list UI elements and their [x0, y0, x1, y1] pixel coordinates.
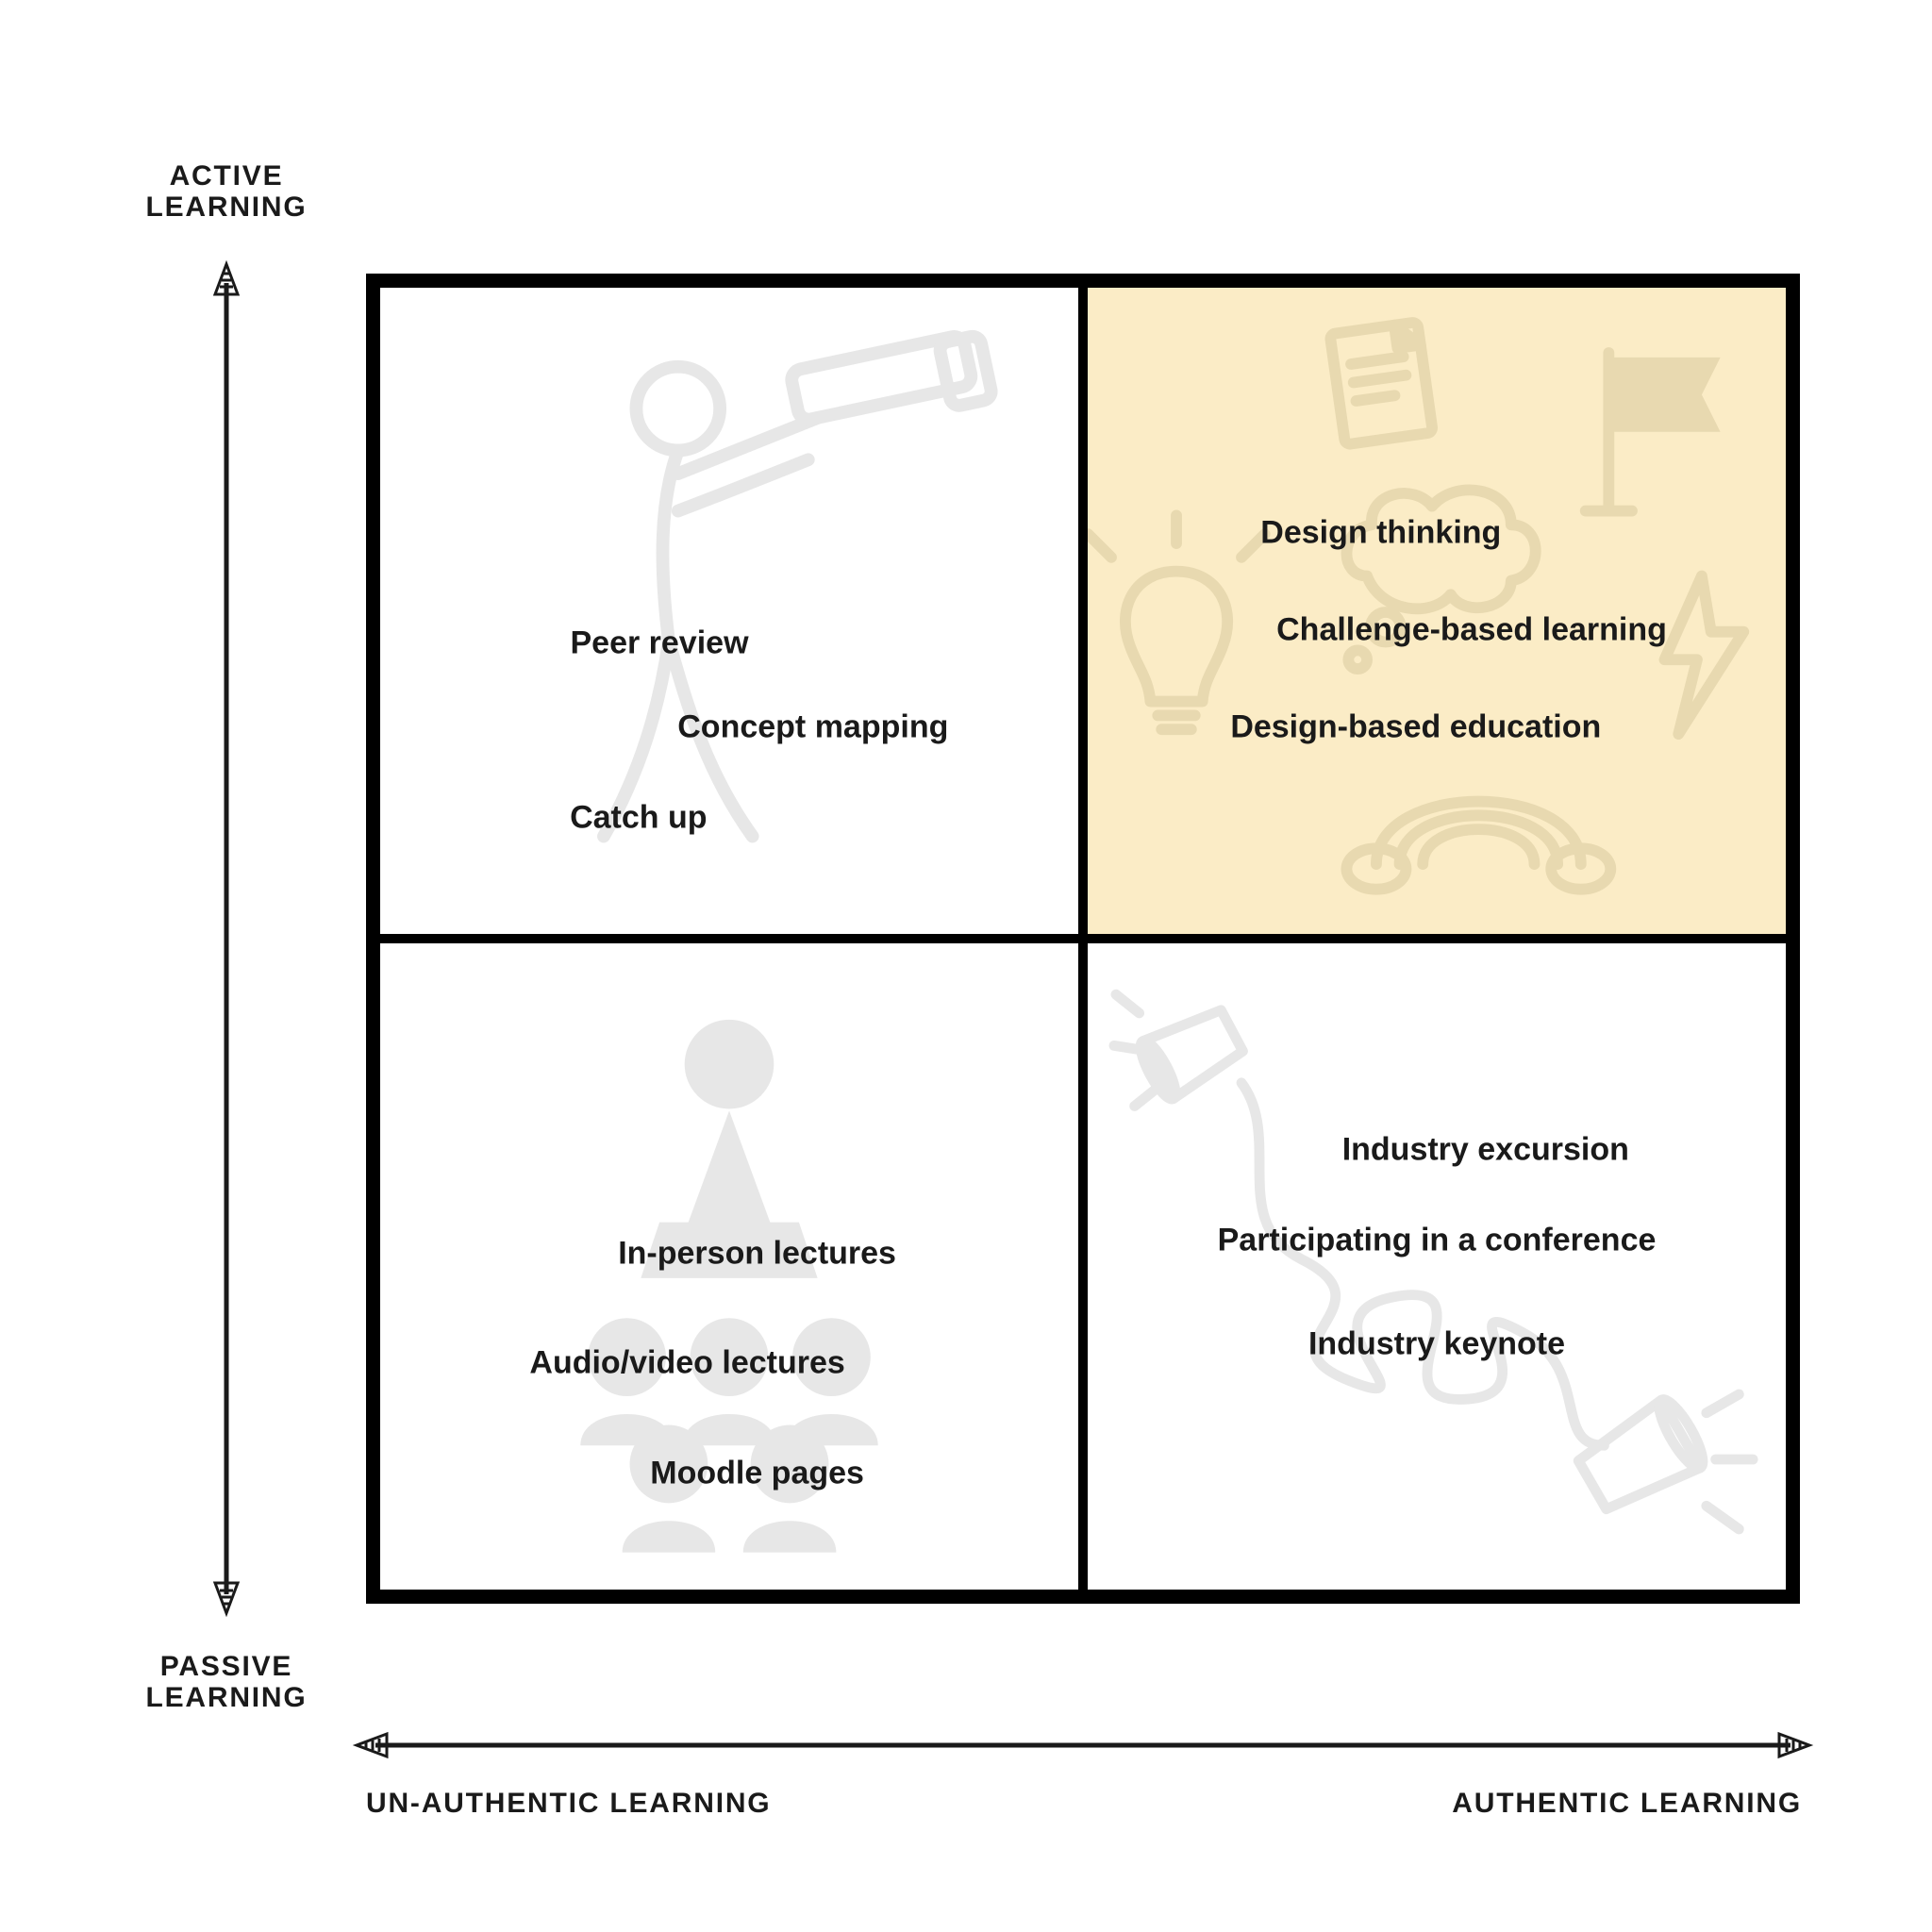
quadrant-bottom-left: In-person lectures Audio/video lectures …	[375, 939, 1083, 1594]
item-audio-video-lectures: Audio/video lectures	[529, 1345, 844, 1382]
item-peer-review: Peer review	[570, 625, 748, 661]
item-participating-in-conference: Participating in a conference	[1218, 1223, 1657, 1259]
quadrant-top-left: Peer review Concept mapping Catch up	[375, 283, 1083, 939]
item-in-person-lectures: In-person lectures	[618, 1235, 896, 1272]
y-axis-arrow	[212, 264, 241, 1613]
item-catch-up: Catch up	[570, 799, 707, 836]
y-axis-bottom-label: PASSIVE LEARNING	[137, 1651, 316, 1713]
item-industry-excursion: Industry excursion	[1342, 1132, 1629, 1169]
x-axis-left-label: UN-AUTHENTIC LEARNING	[366, 1788, 809, 1819]
item-challenge-based-learning: Challenge-based learning	[1276, 612, 1667, 649]
item-design-based-education: Design-based education	[1230, 708, 1601, 745]
quadrant-grid: Peer review Concept mapping Catch up	[366, 274, 1800, 1604]
item-design-thinking: Design thinking	[1260, 515, 1501, 552]
quadrant-top-right: Design thinking Challenge-based learning…	[1083, 283, 1790, 939]
item-moodle-pages: Moodle pages	[650, 1455, 864, 1491]
quadrant-bottom-right: Industry excursion Participating in a co…	[1083, 939, 1790, 1594]
item-industry-keynote: Industry keynote	[1308, 1325, 1565, 1362]
learning-quadrant-diagram: ACTIVE LEARNING PASSIVE LEARNING UN-AUTH…	[0, 0, 1932, 1932]
item-concept-mapping: Concept mapping	[677, 708, 948, 745]
telescope-person-icon	[380, 288, 1078, 934]
y-axis-top-label: ACTIVE LEARNING	[137, 160, 316, 223]
can-telephone-icon	[1088, 943, 1786, 1590]
x-axis-right-label: AUTHENTIC LEARNING	[1415, 1788, 1802, 1819]
brainstorm-icons	[1088, 288, 1786, 934]
x-axis-arrow	[357, 1731, 1809, 1759]
